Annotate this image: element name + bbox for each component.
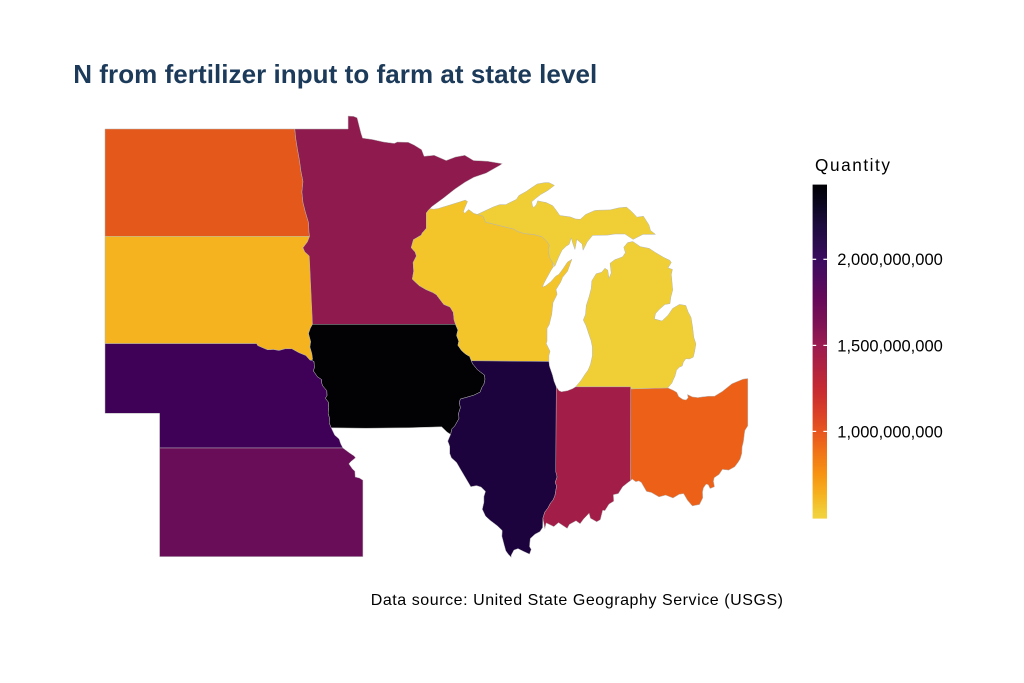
svg-text:N from fertilizer input to far: N from fertilizer input to farm at state…	[73, 59, 597, 89]
svg-text:1,500,000,000: 1,500,000,000	[837, 337, 943, 355]
svg-text:Data source: United State Geog: Data source: United State Geography Serv…	[371, 592, 783, 609]
svg-text:1,000,000,000: 1,000,000,000	[837, 423, 943, 441]
svg-text:Quantity: Quantity	[815, 155, 890, 175]
svg-text:2,000,000,000: 2,000,000,000	[837, 251, 943, 269]
